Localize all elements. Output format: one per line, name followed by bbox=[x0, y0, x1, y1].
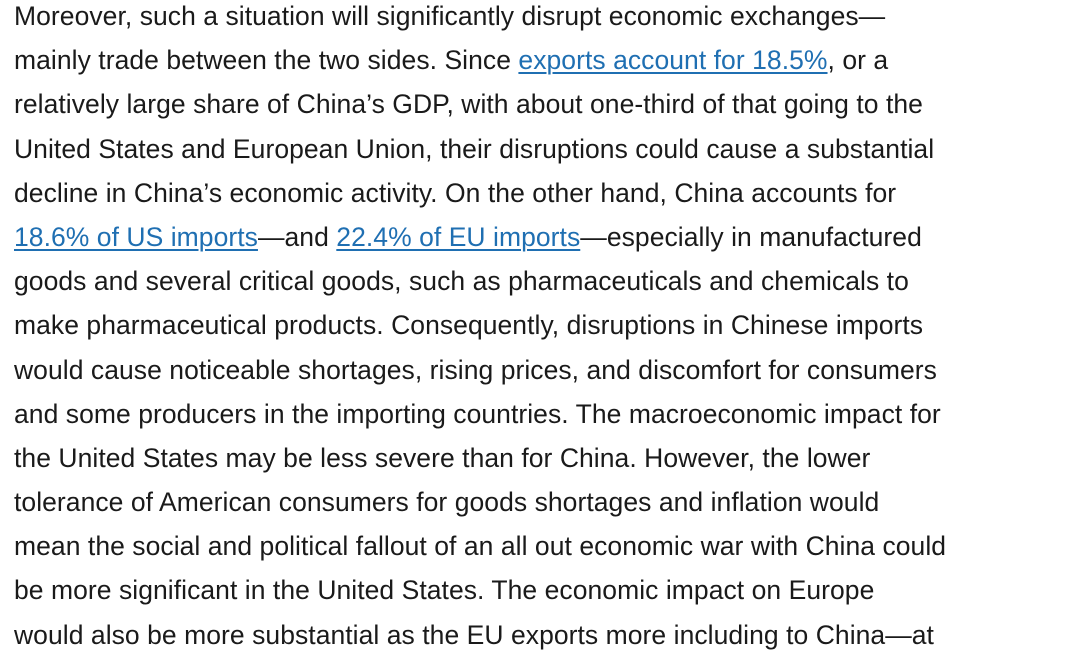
paragraph-line-14: be more significant in the United States… bbox=[14, 568, 1076, 612]
paragraph-line-11: the United States may be less severe tha… bbox=[14, 436, 1076, 480]
paragraph-line-9: would cause noticeable shortages, rising… bbox=[14, 348, 1076, 392]
paragraph-text: make pharmaceutical products. Consequent… bbox=[14, 310, 924, 341]
paragraph-line-5: decline in China’s economic activity. On… bbox=[14, 171, 1076, 215]
article-paragraph: Moreover, such a situation will signific… bbox=[14, 0, 1076, 657]
paragraph-text: Moreover, such a situation will signific… bbox=[14, 1, 886, 31]
paragraph-text: would also be more substantial as the EU… bbox=[14, 619, 934, 650]
paragraph-text: —and bbox=[257, 221, 337, 252]
paragraph-line-1: Moreover, such a situation will signific… bbox=[14, 0, 1076, 38]
paragraph-text: be more significant in the United States… bbox=[14, 575, 875, 606]
link-us-imports[interactable]: 18.6% of US imports bbox=[14, 221, 258, 252]
paragraph-line-15: would also be more substantial as the EU… bbox=[14, 613, 1076, 657]
paragraph-text: , or a bbox=[827, 45, 889, 76]
link-exports-share[interactable]: exports account for 18.5% bbox=[518, 45, 828, 76]
paragraph-line-12: tolerance of American consumers for good… bbox=[14, 480, 1076, 524]
paragraph-text: United States and European Union, their … bbox=[14, 133, 935, 164]
paragraph-text: relatively large share of China’s GDP, w… bbox=[14, 89, 923, 120]
paragraph-text: mainly trade between the two sides. Sinc… bbox=[14, 45, 519, 76]
paragraph-text: would cause noticeable shortages, rising… bbox=[14, 354, 937, 385]
paragraph-text: and some producers in the importing coun… bbox=[14, 398, 941, 429]
paragraph-line-8: make pharmaceutical products. Consequent… bbox=[14, 303, 1076, 347]
paragraph-text: —especially in manufactured bbox=[580, 221, 922, 252]
link-eu-imports[interactable]: 22.4% of EU imports bbox=[336, 221, 581, 252]
paragraph-line-13: mean the social and political fallout of… bbox=[14, 524, 1076, 568]
paragraph-line-7: goods and several critical goods, such a… bbox=[14, 259, 1076, 303]
paragraph-text: goods and several critical goods, such a… bbox=[14, 266, 909, 297]
paragraph-line-6: 18.6% of US imports—and 22.4% of EU impo… bbox=[14, 215, 1076, 259]
paragraph-line-4: United States and European Union, their … bbox=[14, 127, 1076, 171]
paragraph-line-2: mainly trade between the two sides. Sinc… bbox=[14, 38, 1076, 82]
paragraph-line-3: relatively large share of China’s GDP, w… bbox=[14, 82, 1076, 126]
paragraph-line-10: and some producers in the importing coun… bbox=[14, 392, 1076, 436]
paragraph-text: mean the social and political fallout of… bbox=[14, 531, 947, 562]
paragraph-text: tolerance of American consumers for good… bbox=[14, 487, 880, 518]
paragraph-text: decline in China’s economic activity. On… bbox=[14, 177, 897, 208]
paragraph-text: the United States may be less severe tha… bbox=[14, 442, 871, 473]
